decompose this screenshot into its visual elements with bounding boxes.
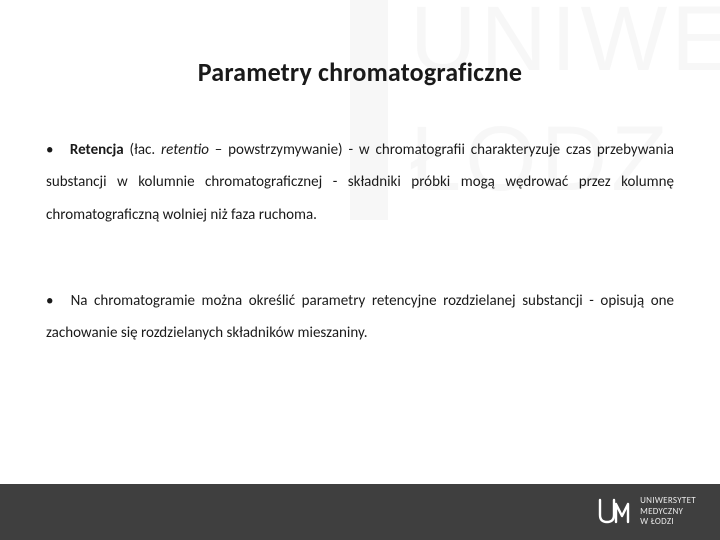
slide-body: • Retencja (łac. retentio – powstrzymywa… — [46, 134, 674, 349]
term-bold: Retencja — [70, 141, 124, 159]
bullet-item-1: • Retencja (łac. retentio – powstrzymywa… — [46, 134, 674, 231]
footer-logo: UNIWERSYTET MEDYCZNY W ŁODZI — [598, 496, 696, 527]
bullet-item-2: • Na chromatogramie można określić param… — [46, 285, 674, 350]
term-italic: retentio — [161, 141, 209, 159]
footer-university-label: UNIWERSYTET MEDYCZNY W ŁODZI — [640, 496, 696, 527]
footer-bar: UNIWERSYTET MEDYCZNY W ŁODZI — [0, 484, 720, 540]
bullet-mark: • — [46, 285, 64, 317]
um-logo-icon — [598, 498, 632, 526]
footer-label-line3: W ŁODZI — [640, 517, 696, 527]
bullet-2-text: Na chromatogramie można określić paramet… — [46, 292, 674, 342]
slide-container: Parametry chromatograficzne • Retencja (… — [0, 0, 720, 540]
bullet-mark: • — [46, 134, 64, 166]
slide-title: Parametry chromatograficzne — [46, 56, 674, 88]
bullet-1-text: Retencja (łac. retentio – powstrzymywani… — [46, 141, 674, 224]
